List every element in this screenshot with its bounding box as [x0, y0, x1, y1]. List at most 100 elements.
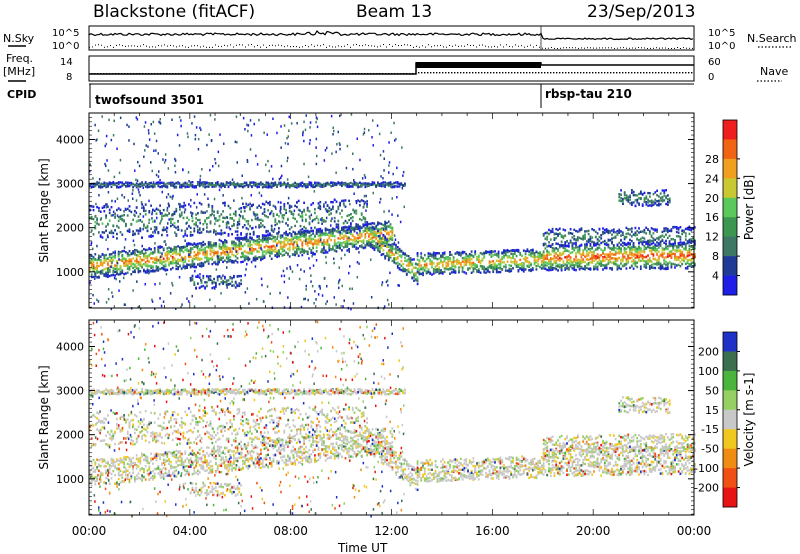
heatmap-cell [420, 267, 423, 270]
heatmap-cell [659, 253, 662, 256]
heatmap-cell [600, 248, 603, 251]
heatmap-cell [364, 227, 367, 230]
heatmap-cell [348, 239, 350, 242]
heatmap-cell [688, 263, 691, 267]
heatmap-cell [576, 250, 579, 254]
heatmap-cell [206, 217, 208, 220]
heatmap-cell [213, 210, 215, 213]
heatmap-cell [647, 228, 649, 231]
heatmap-cell [189, 243, 192, 246]
heatmap-cell [528, 250, 531, 253]
heatmap-cell [242, 260, 244, 263]
heatmap-cell [573, 265, 576, 269]
heatmap-cell [98, 209, 100, 212]
heatmap-cell [297, 185, 300, 188]
heatmap-cell [121, 214, 124, 217]
heatmap-cell [679, 260, 682, 264]
heatmap-cell [551, 257, 554, 261]
heatmap-cell [551, 246, 554, 250]
heatmap-cell [344, 184, 347, 187]
nsearch-point [248, 44, 249, 46]
heatmap-cell [333, 241, 336, 244]
heatmap-cell [402, 269, 405, 273]
heatmap-cell [222, 184, 224, 187]
heatmap-cell [569, 265, 572, 268]
heatmap-cell [402, 266, 405, 270]
heatmap-cell [216, 251, 219, 255]
heatmap-cell [94, 224, 97, 228]
heatmap-cell [101, 263, 104, 266]
heatmap-cell [288, 239, 291, 242]
nsearch-point [404, 44, 405, 46]
heatmap-cell [164, 265, 167, 268]
heatmap-cell [474, 253, 477, 256]
nave-point [676, 72, 678, 74]
heatmap-cell [112, 258, 115, 262]
heatmap-cell [132, 250, 134, 253]
heatmap-cell [605, 243, 608, 247]
heatmap-cell [659, 267, 662, 271]
heatmap-cell [690, 258, 693, 261]
nsearch-point [317, 44, 318, 46]
heatmap-cell [530, 254, 532, 258]
heatmap-cell [562, 246, 565, 250]
heatmap-cell [557, 263, 559, 267]
heatmap-cell [555, 247, 558, 250]
heatmap-cell [629, 228, 631, 231]
heatmap-cell [596, 255, 599, 259]
heatmap-cell [470, 265, 473, 269]
heatmap-cell [670, 228, 673, 231]
heatmap-cell [330, 228, 332, 231]
heatmap-cell [557, 228, 559, 232]
nave-point [454, 72, 456, 74]
heatmap-cell [321, 243, 323, 246]
heatmap-cell [252, 233, 255, 236]
heatmap-cell [596, 265, 599, 268]
heatmap-cell [375, 234, 378, 238]
nsearch-point [653, 47, 654, 49]
heatmap-cell [218, 183, 221, 186]
heatmap-cell [566, 267, 568, 270]
heatmap-cell [432, 269, 435, 273]
heatmap-cell [92, 261, 95, 264]
heatmap-cell [582, 236, 585, 239]
heatmap-cell [191, 260, 194, 263]
heatmap-cell [353, 226, 356, 229]
heatmap-cell [296, 186, 298, 189]
heatmap-cell [146, 226, 149, 229]
heatmap-cell [562, 244, 565, 247]
heatmap-cell [341, 181, 343, 184]
heatmap-cell [522, 268, 525, 271]
heatmap-cell [134, 183, 136, 187]
heatmap-cell [189, 255, 192, 258]
heatmap-cell [672, 252, 675, 255]
heatmap-cell [220, 251, 223, 255]
heatmap-cell [528, 264, 531, 267]
nave-point [298, 73, 300, 75]
heatmap-cell [362, 246, 365, 250]
heatmap-cell [517, 265, 520, 269]
heatmap-cell [141, 184, 143, 187]
heatmap-cell [629, 242, 631, 245]
heatmap-cell [270, 210, 273, 213]
heatmap-cell [566, 240, 568, 243]
heatmap-cell [452, 256, 455, 259]
heatmap-cell [513, 260, 516, 263]
heatmap-cell [443, 267, 446, 270]
heatmap-cell [684, 262, 687, 266]
heatmap-cell [166, 250, 169, 253]
heatmap-cell [411, 262, 414, 266]
heatmap-cell [198, 264, 201, 268]
heatmap-cell [503, 250, 505, 253]
heatmap-cell [638, 259, 640, 262]
heatmap-cell [688, 228, 691, 231]
heatmap-cell [297, 245, 300, 249]
heatmap-cell [530, 251, 532, 255]
heatmap-cell [512, 261, 514, 264]
heatmap-cell [171, 249, 174, 252]
heatmap-cell [179, 253, 181, 257]
heatmap-cell [321, 222, 323, 225]
nave-point [448, 72, 450, 74]
heatmap-cell [272, 214, 275, 218]
heatmap-cell [211, 258, 214, 261]
